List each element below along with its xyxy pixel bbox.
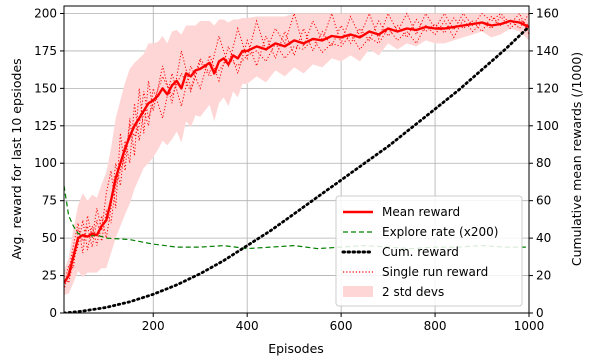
x-tick-label: 400 [236,319,259,333]
y-tick-label: 150 [34,81,57,95]
y2-axis-label: Cumulative mean rewards (/1000) [569,52,584,266]
series-layer [64,11,529,313]
x-tick-label: 200 [142,319,165,333]
y-tick-label: 175 [34,44,57,58]
y2-tick-label: 100 [536,119,559,133]
y2-tick-label: 20 [536,269,551,283]
legend-label-single-run: Single run reward [382,265,488,279]
mean-reward-line [64,19,529,284]
legend: Mean reward Explore rate (x200) Cum. rew… [335,195,523,307]
legend-label-cum-reward: Cum. reward [382,245,459,259]
legend-label-std-band: 2 std devs [382,285,444,299]
legend-label-mean-reward: Mean reward [382,205,460,219]
tick-layer: 200 400 600 800 1000025507510012515017520002… [34,6,559,333]
y-tick-label: 125 [34,119,57,133]
std-band-layer [64,13,529,295]
y2-tick-label: 160 [536,6,559,20]
legend-frame [335,195,523,307]
y-tick-label: 50 [42,231,57,245]
cum-reward-line [64,25,529,313]
single-run-line [64,11,529,291]
x-tick-label: 800 [424,319,447,333]
plot-frame [63,5,530,314]
x-tick-label: 1000 [514,319,545,333]
x-axis-label: Episodes [268,341,324,356]
y-tick-label: 100 [34,156,57,170]
y2-tick-label: 60 [536,194,551,208]
x-tick-label: 600 [330,319,353,333]
single-run-line [64,13,529,285]
y-axis-label: Avg. reward for last 10 epsiodes [9,58,24,259]
y2-tick-label: 80 [536,156,551,170]
y-tick-label: 0 [49,306,57,320]
y2-tick-label: 140 [536,44,559,58]
y2-tick-label: 120 [536,81,559,95]
y-tick-label: 25 [42,269,57,283]
y2-tick-label: 40 [536,231,551,245]
legend-label-explore-rate: Explore rate (x200) [382,225,498,239]
y-tick-label: 75 [42,194,57,208]
y2-tick-label: 0 [536,306,544,320]
std-band [64,13,529,295]
legend-swatch-std-band [343,286,373,297]
y-tick-label: 200 [34,6,57,20]
